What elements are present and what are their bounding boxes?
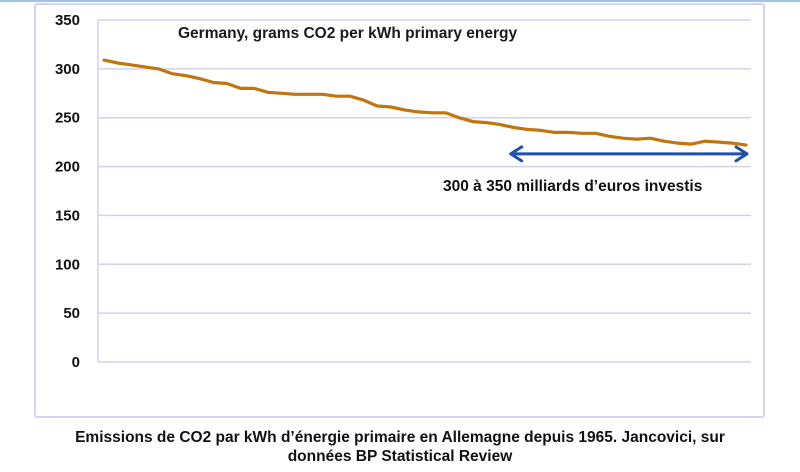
y-tick-label: 50 [63,305,80,322]
series-line [102,58,748,147]
chart-frame [34,3,765,418]
caption-line-2: données BP Statistical Review [287,448,513,465]
y-tick-label: 250 [55,110,80,127]
y-tick-label: 100 [55,256,80,273]
chart-title: Germany, grams CO2 per kWh primary energ… [178,25,517,42]
series-group [102,58,748,147]
y-tick-label: 300 [55,61,80,78]
figure-caption: Emissions de CO2 par kWh d’énergie prima… [0,428,800,466]
y-tick-label: 150 [55,207,80,224]
y-tick-labels: 0 50 100 150 200 250 300 350 [55,12,80,371]
caption-line-1: Emissions de CO2 par kWh d’énergie prima… [75,429,725,446]
gridlines [98,19,751,363]
y-tick-label: 350 [55,12,80,29]
arrow-head-left-icon [509,145,524,163]
annotation-group: 300 à 350 milliards d’euros investis [443,145,749,195]
arrow-head-right-icon [734,145,749,163]
investment-annotation: 300 à 350 milliards d’euros investis [443,178,702,195]
top-rule [0,0,800,2]
y-tick-label: 0 [72,354,80,371]
y-tick-label: 200 [55,159,80,176]
